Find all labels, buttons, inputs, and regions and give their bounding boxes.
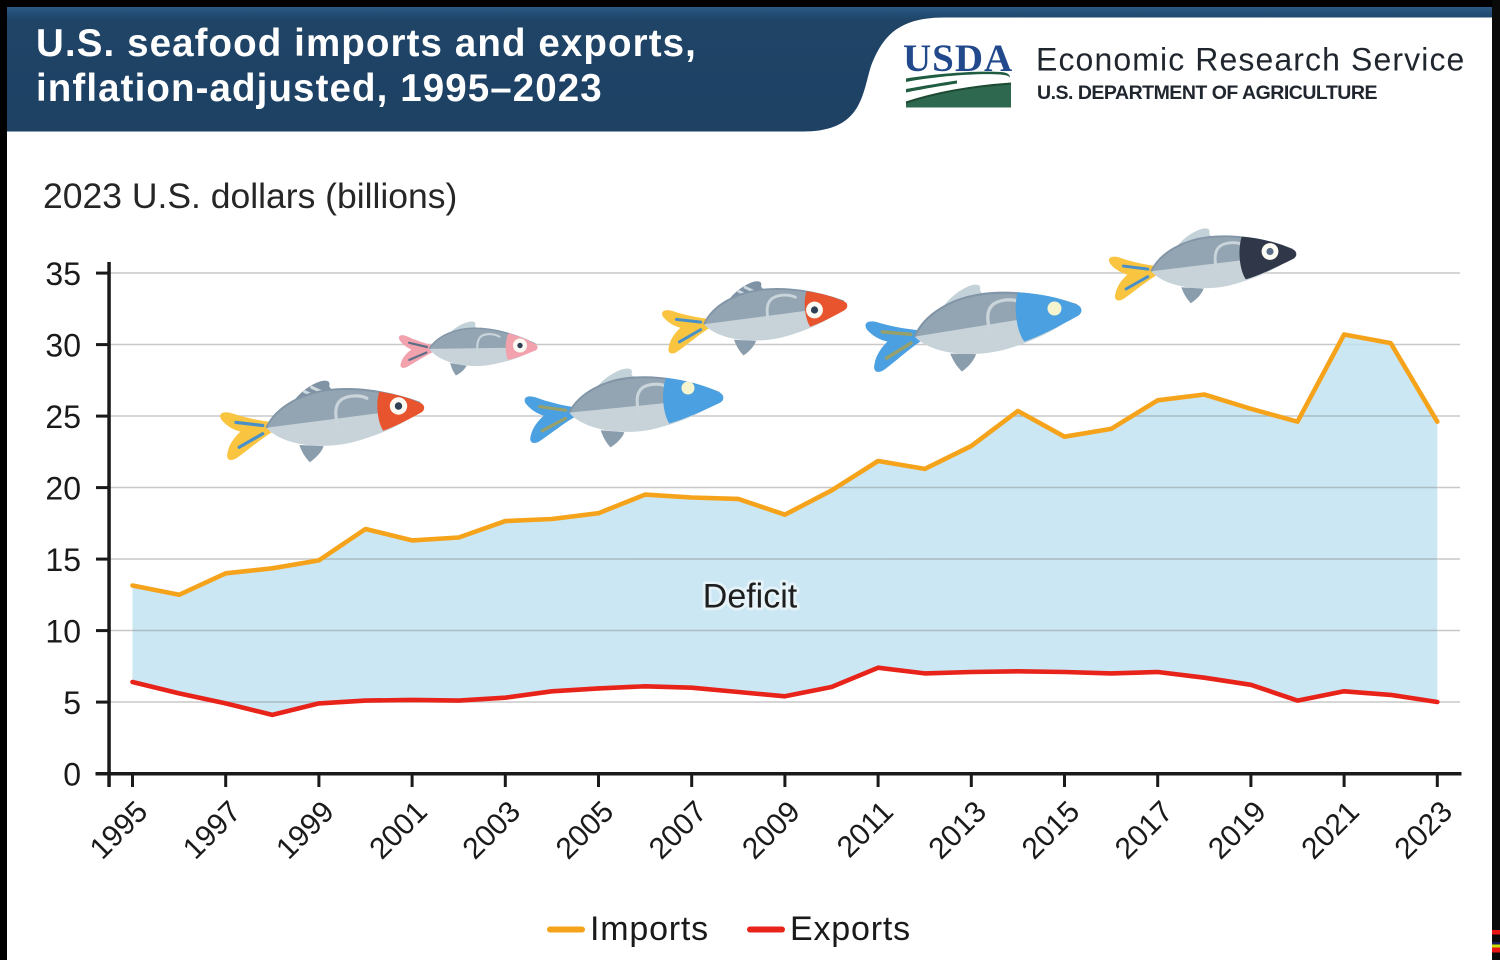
- svg-text:Deficit: Deficit: [703, 578, 798, 616]
- svg-text:35: 35: [45, 256, 81, 292]
- svg-text:U.S. seafood imports and expor: U.S. seafood imports and exports,: [36, 22, 697, 65]
- svg-text:15: 15: [45, 542, 81, 578]
- svg-text:5: 5: [63, 685, 81, 721]
- svg-text:25: 25: [45, 399, 81, 435]
- svg-text:0: 0: [63, 757, 81, 793]
- svg-text:inflation-adjusted, 1995–2023: inflation-adjusted, 1995–2023: [36, 67, 603, 110]
- svg-text:Economic Research Service: Economic Research Service: [1036, 42, 1465, 78]
- svg-text:Imports: Imports: [590, 910, 709, 948]
- svg-text:Exports: Exports: [790, 910, 911, 948]
- svg-text:U.S. DEPARTMENT OF AGRICULTURE: U.S. DEPARTMENT OF AGRICULTURE: [1037, 82, 1377, 104]
- svg-text:2023 U.S. dollars (billions): 2023 U.S. dollars (billions): [43, 176, 457, 216]
- svg-text:20: 20: [45, 471, 81, 507]
- svg-text:30: 30: [45, 328, 81, 364]
- svg-text:10: 10: [45, 614, 81, 650]
